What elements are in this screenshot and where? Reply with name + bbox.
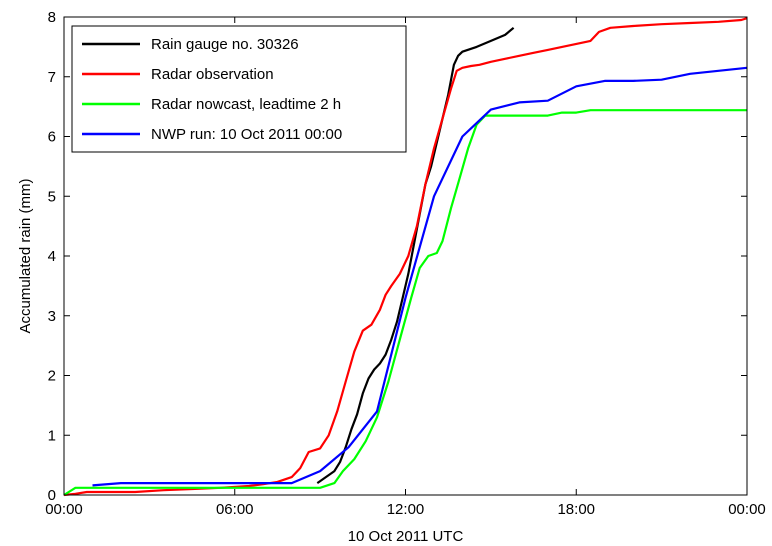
series-line-3 bbox=[92, 66, 748, 487]
legend-label-3: NWP run: 10 Oct 2011 00:00 bbox=[151, 126, 342, 143]
y-axis-title: Accumulated rain (mm) bbox=[17, 178, 34, 333]
legend: Rain gauge no. 30326 Radar observation Rad… bbox=[71, 25, 407, 153]
x-tick-label: 06:00 bbox=[216, 501, 254, 518]
y-tick-label: 5 bbox=[48, 188, 56, 205]
y-tick-label: 8 bbox=[48, 9, 56, 26]
y-tick-label: 2 bbox=[48, 368, 56, 385]
legend-label-2: Radar nowcast, leadtime 2 h bbox=[151, 96, 341, 113]
x-axis-title: 10 Oct 2011 UTC bbox=[348, 528, 464, 545]
series-line-1 bbox=[63, 17, 748, 497]
x-tick-label: 00:00 bbox=[45, 501, 83, 518]
x-tick-label: 00:00 bbox=[728, 501, 766, 518]
y-tick-label: 7 bbox=[48, 69, 56, 86]
y-tick-label: 0 bbox=[48, 487, 56, 504]
y-tick-label: 4 bbox=[48, 248, 56, 265]
legend-box bbox=[71, 25, 407, 153]
y-tick-label: 1 bbox=[48, 427, 56, 444]
series-layer bbox=[63, 17, 748, 497]
legend-label-0: Rain gauge no. 30326 bbox=[151, 36, 299, 53]
y-tick-label: 3 bbox=[48, 308, 56, 325]
x-tick-label: 12:00 bbox=[387, 501, 425, 518]
series-line-2 bbox=[63, 109, 747, 496]
legend-label-1: Radar observation bbox=[151, 66, 274, 83]
series-line-0 bbox=[316, 26, 515, 485]
y-tick-label: 6 bbox=[48, 129, 56, 146]
x-tick-label: 18:00 bbox=[557, 501, 595, 518]
